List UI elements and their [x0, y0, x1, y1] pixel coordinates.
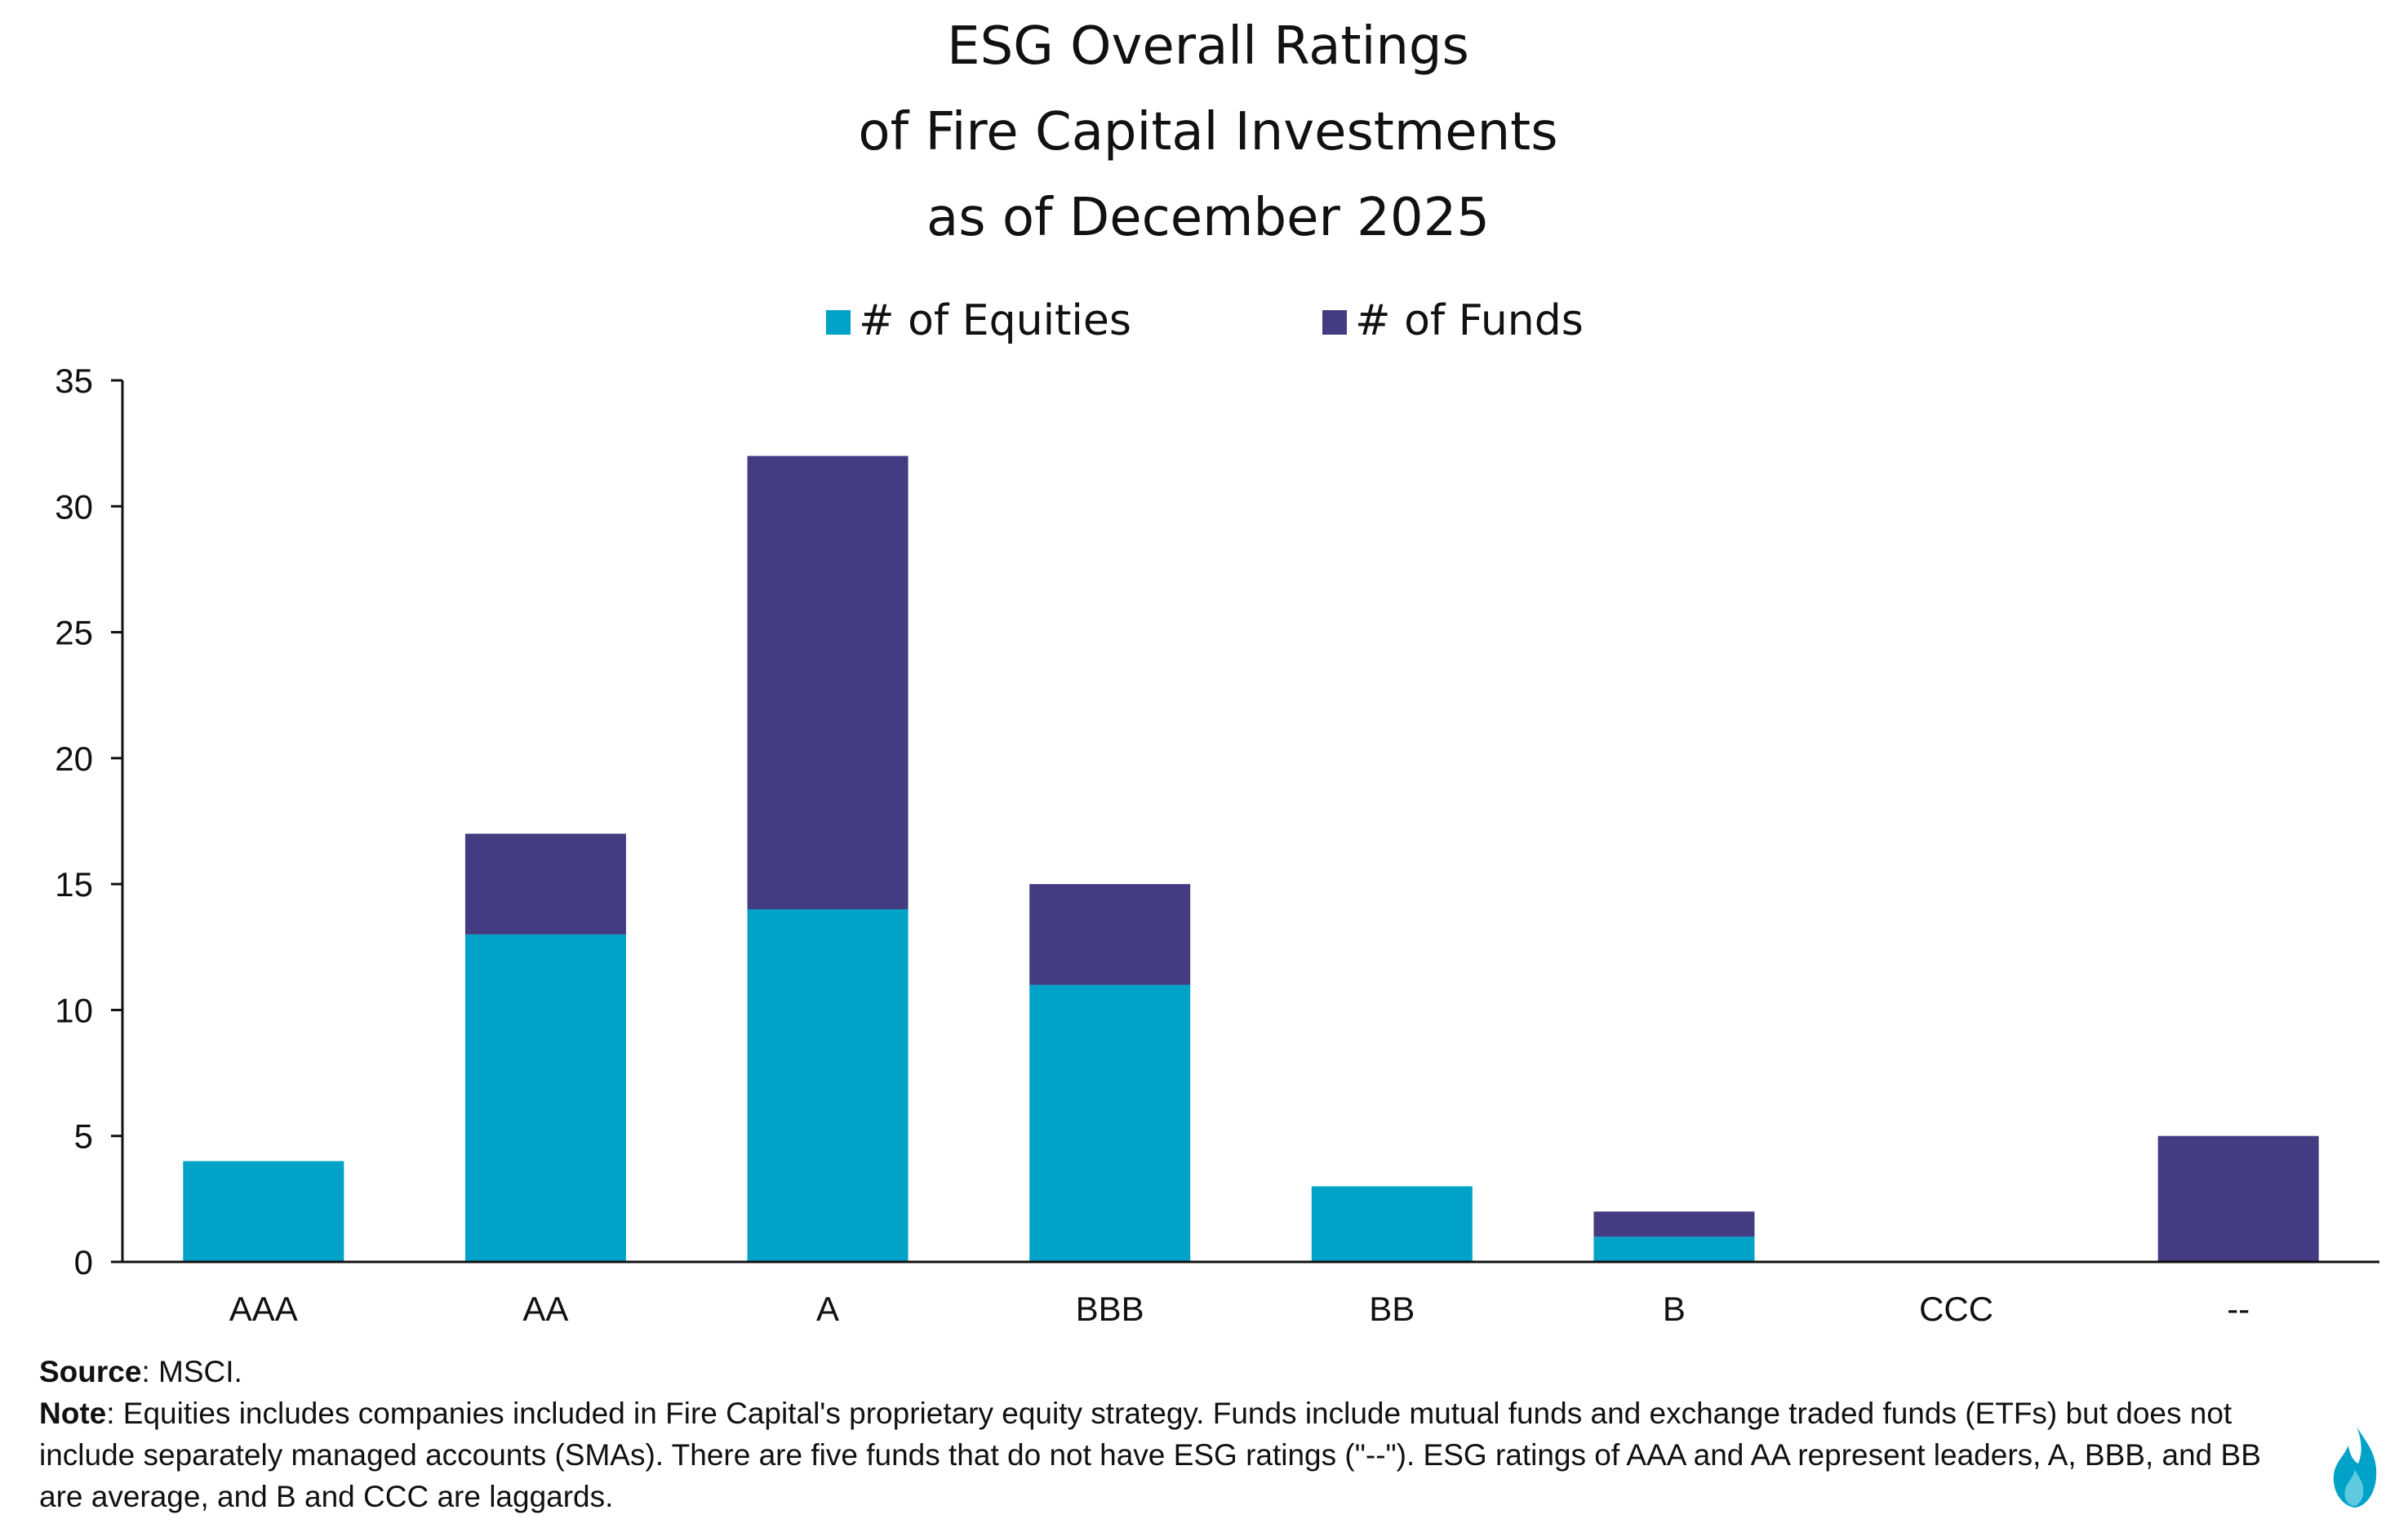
note-label: Note: [39, 1397, 107, 1430]
methodology-note: Note: Equities includes companies includ…: [39, 1392, 2284, 1517]
chart-title-line-2: of Fire Capital Investments: [858, 102, 1557, 162]
y-axis: 0 5 10 15 20 25 30 35: [55, 362, 124, 1281]
bar-equities-1: [464, 934, 626, 1262]
y-tick-label: 15: [55, 865, 93, 904]
x-tick-label: BBB: [1076, 1290, 1144, 1328]
y-tick-label: 10: [55, 991, 93, 1029]
legend-swatch-funds: [1322, 310, 1347, 335]
y-tick-label: 5: [74, 1117, 93, 1156]
bars: [183, 455, 2319, 1262]
x-tick-label: AAA: [229, 1290, 298, 1328]
footnotes: Source: MSCI. Note: Equities includes co…: [39, 1351, 2284, 1517]
legend-label-funds: # of Funds: [1355, 296, 1584, 345]
bar-funds-1: [464, 833, 626, 935]
x-tick-label: B: [1663, 1290, 1686, 1328]
bar-equities-4: [1311, 1186, 1473, 1262]
x-tick-label: BB: [1369, 1290, 1415, 1328]
bar-funds-7: [2157, 1135, 2319, 1262]
source-label: Source: [39, 1355, 142, 1388]
x-axis: AAA AA A BBB BB B CCC --: [122, 1260, 2379, 1328]
bar-funds-3: [1029, 884, 1191, 985]
legend-swatch-equities: [826, 310, 851, 335]
y-tick-label: 20: [55, 740, 93, 778]
chart-title-line-1: ESG Overall Ratings: [947, 16, 1469, 77]
y-tick-label: 25: [55, 614, 93, 652]
flame-icon: [2333, 1426, 2377, 1508]
chart-title-line-3: as of December 2025: [926, 188, 1490, 248]
chart-title: ESG Overall Ratings of Fire Capital Inve…: [858, 16, 1557, 248]
bar-funds-5: [1593, 1211, 1755, 1237]
source-note: Source: MSCI.: [39, 1351, 2284, 1392]
y-tick-label: 0: [74, 1243, 93, 1281]
x-tick-label: --: [2227, 1290, 2250, 1328]
bar-equities-5: [1593, 1237, 1755, 1262]
x-tick-label: AA: [522, 1290, 568, 1328]
legend-label-equities: # of Equities: [859, 296, 1131, 345]
x-tick-label: CCC: [1919, 1290, 1993, 1328]
y-tick-label: 30: [55, 487, 93, 526]
bar-funds-2: [747, 455, 909, 909]
bar-equities-2: [747, 909, 909, 1262]
y-tick-label: 35: [55, 362, 93, 400]
bar-equities-3: [1029, 984, 1191, 1262]
source-text: : MSCI.: [141, 1355, 242, 1388]
legend: # of Equities # of Funds: [826, 296, 1584, 345]
x-tick-label: A: [816, 1290, 839, 1328]
bar-equities-0: [183, 1161, 344, 1262]
note-text: : Equities includes companies included i…: [39, 1397, 2261, 1513]
